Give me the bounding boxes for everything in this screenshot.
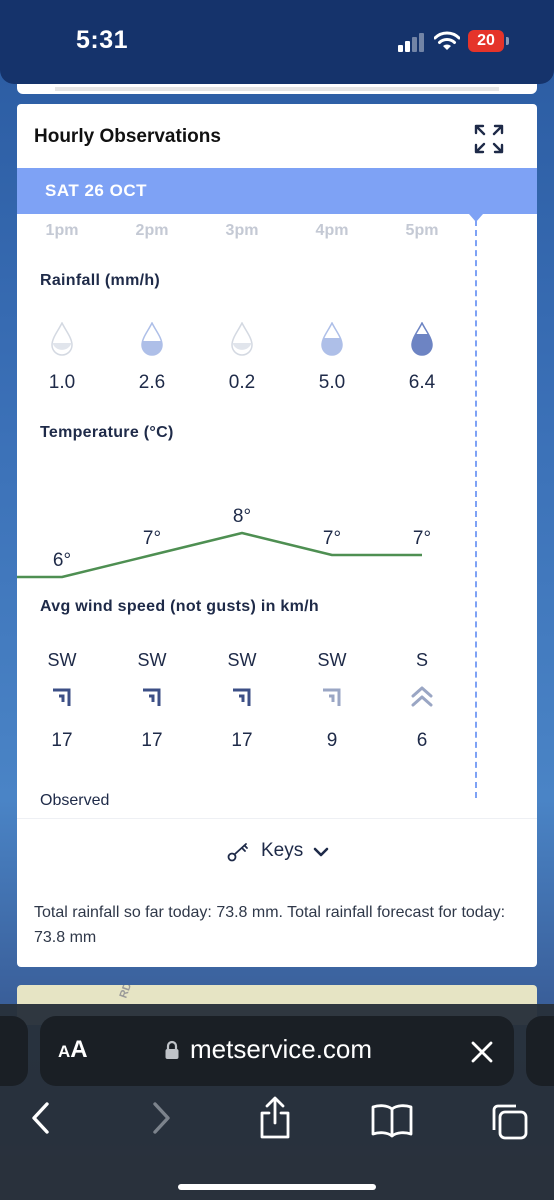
hour-label: 5pm bbox=[405, 222, 439, 239]
hour-label: 2pm bbox=[135, 222, 169, 239]
wind-speed-value: 6 bbox=[416, 730, 428, 751]
forward-icon[interactable] bbox=[148, 1100, 174, 1136]
wind-speed-value: 17 bbox=[231, 730, 253, 751]
hourly-observations-card: Hourly Observations SAT 26 OCT 1pm 2pm 3… bbox=[17, 104, 537, 967]
temperature-value: 8° bbox=[232, 506, 252, 527]
previous-tab-peek[interactable] bbox=[0, 1016, 28, 1086]
previous-card-edge bbox=[17, 84, 537, 94]
url-text[interactable]: metservice.com bbox=[190, 1034, 373, 1064]
wind-direction: S bbox=[415, 650, 428, 670]
temperature-line-chart bbox=[17, 531, 422, 579]
home-indicator[interactable] bbox=[178, 1184, 376, 1190]
rainfall-value: 1.0 bbox=[48, 372, 76, 393]
temperature-value: 7° bbox=[412, 528, 432, 549]
share-icon[interactable] bbox=[256, 1096, 294, 1140]
wind-arrow-icon bbox=[112, 684, 192, 712]
wind-direction: SW bbox=[137, 650, 167, 670]
map-road-label: RD. bbox=[117, 985, 136, 1000]
divider bbox=[17, 818, 537, 819]
rainfall-label: Rainfall (mm/h) bbox=[40, 272, 161, 289]
observed-label: Observed bbox=[40, 792, 110, 809]
wind-direction: SW bbox=[317, 650, 347, 670]
current-time-line bbox=[475, 220, 477, 798]
tabs-icon[interactable] bbox=[488, 1102, 530, 1142]
rainfall-value: 0.2 bbox=[228, 372, 256, 393]
back-icon[interactable] bbox=[28, 1100, 54, 1136]
reader-aa-button[interactable]: AA bbox=[58, 1036, 88, 1063]
wind-label: Avg wind speed (not gusts) in km/h bbox=[40, 598, 319, 615]
address-bar[interactable]: AA metservice.com bbox=[40, 1016, 514, 1086]
temperature-label: Temperature (°C) bbox=[40, 424, 174, 441]
next-tab-peek[interactable] bbox=[526, 1016, 554, 1086]
hour-label: 3pm bbox=[225, 222, 259, 239]
wind-direction: SW bbox=[227, 650, 257, 670]
hour-label: 4pm bbox=[315, 222, 349, 239]
wind-speed-value: 9 bbox=[326, 730, 338, 751]
temperature-value: 7° bbox=[322, 528, 342, 549]
temperature-value: 7° bbox=[142, 528, 162, 549]
close-icon[interactable] bbox=[470, 1040, 494, 1064]
raindrop-icon bbox=[382, 322, 462, 358]
expand-icon[interactable] bbox=[472, 122, 506, 156]
total-rainfall-text: Total rainfall so far today: 73.8 mm. To… bbox=[34, 904, 506, 946]
raindrop-icon bbox=[112, 322, 192, 358]
lock-icon bbox=[165, 1040, 179, 1059]
key-icon bbox=[227, 843, 248, 862]
chevron-down-icon bbox=[313, 847, 329, 857]
wind-arrow-icon bbox=[22, 684, 102, 712]
wind-speed-value: 17 bbox=[51, 730, 73, 751]
wind-arrow-icon bbox=[292, 684, 372, 712]
status-time: 5:31 bbox=[76, 26, 129, 54]
date-bar: SAT 26 OCT bbox=[17, 168, 537, 214]
cellular-signal-icon bbox=[398, 32, 426, 52]
wifi-icon bbox=[434, 31, 460, 50]
keys-toggle-button[interactable]: Keys bbox=[227, 837, 337, 867]
wind-arrow-icon bbox=[382, 684, 462, 712]
keys-label: Keys bbox=[261, 840, 304, 861]
raindrop-icon bbox=[22, 322, 102, 358]
bookmarks-icon[interactable] bbox=[370, 1102, 414, 1138]
raindrop-icon bbox=[292, 322, 372, 358]
rainfall-value: 5.0 bbox=[318, 372, 346, 393]
date-label: SAT 26 OCT bbox=[45, 181, 147, 200]
hour-label: 1pm bbox=[45, 222, 79, 239]
wind-arrow-icon bbox=[202, 684, 282, 712]
card-title: Hourly Observations bbox=[34, 126, 221, 147]
battery-tip bbox=[506, 37, 509, 45]
battery-icon: 20 bbox=[468, 30, 504, 52]
rainfall-value: 6.4 bbox=[408, 372, 436, 393]
raindrop-icon bbox=[202, 322, 282, 358]
rainfall-value: 2.6 bbox=[138, 372, 166, 393]
current-time-marker bbox=[469, 214, 483, 222]
temperature-line bbox=[17, 531, 422, 579]
wind-speed-value: 17 bbox=[141, 730, 163, 751]
wind-direction: SW bbox=[47, 650, 77, 670]
status-bar: 5:31 20 bbox=[0, 0, 554, 84]
temperature-value: 6° bbox=[52, 550, 72, 571]
